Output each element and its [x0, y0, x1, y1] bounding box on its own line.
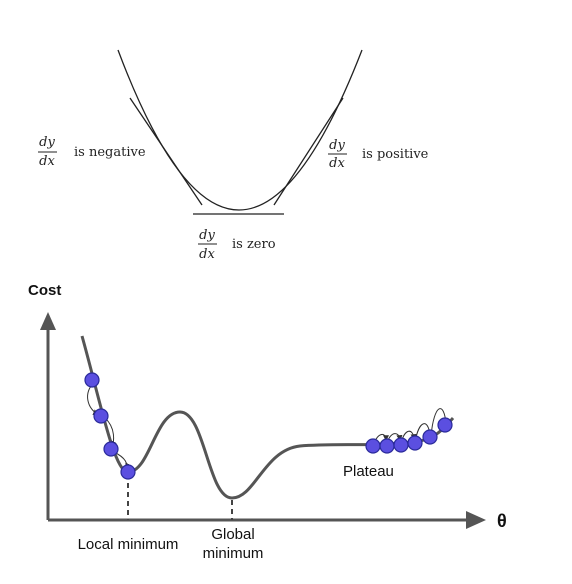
descent-ball	[93, 408, 109, 424]
derivative-zero-text: is zero	[232, 237, 276, 252]
x-axis-arrowhead	[466, 511, 486, 529]
parabola-curve	[117, 49, 363, 211]
global-minimum-label-line2: minimum	[203, 545, 264, 562]
cost-panel: Cost θ Platea	[28, 282, 507, 562]
plateau-ball	[365, 438, 381, 454]
derivative-negative-text: is negative	[74, 145, 146, 160]
plateau-ball	[407, 435, 423, 451]
descent-ball	[103, 441, 119, 457]
plateau-ball	[379, 438, 395, 454]
derivative-positive-label: dy dx is positive	[328, 138, 429, 171]
derivative-positive-text: is positive	[362, 147, 429, 162]
local-minimum-label: Local minimum	[78, 536, 179, 553]
tangent-line-negative	[129, 97, 203, 206]
fraction-denominator: dx	[199, 247, 215, 262]
derivative-panel: dy dx is negative dy dx is positive dy d…	[38, 49, 429, 262]
y-axis-arrowhead	[40, 312, 56, 330]
fraction-numerator: dy	[39, 135, 55, 150]
fraction-numerator: dy	[329, 138, 345, 153]
fraction-numerator: dy	[199, 228, 215, 243]
plateau-ball	[422, 429, 438, 445]
x-axis-label: θ	[497, 511, 507, 531]
descent-ball	[120, 464, 136, 480]
y-axis-label: Cost	[28, 282, 61, 299]
plateau-ball	[437, 417, 453, 433]
fraction-denominator: dx	[329, 156, 345, 171]
global-minimum-label-line1: Global	[211, 526, 254, 543]
derivative-zero-label: dy dx is zero	[198, 228, 276, 262]
plateau-label: Plateau	[343, 463, 394, 480]
descent-ball	[84, 372, 100, 388]
fraction-denominator: dx	[39, 154, 55, 169]
tangent-line-positive	[273, 97, 344, 206]
cost-curve	[80, 335, 455, 500]
plateau-ball	[393, 437, 409, 453]
derivative-negative-label: dy dx is negative	[38, 135, 146, 169]
